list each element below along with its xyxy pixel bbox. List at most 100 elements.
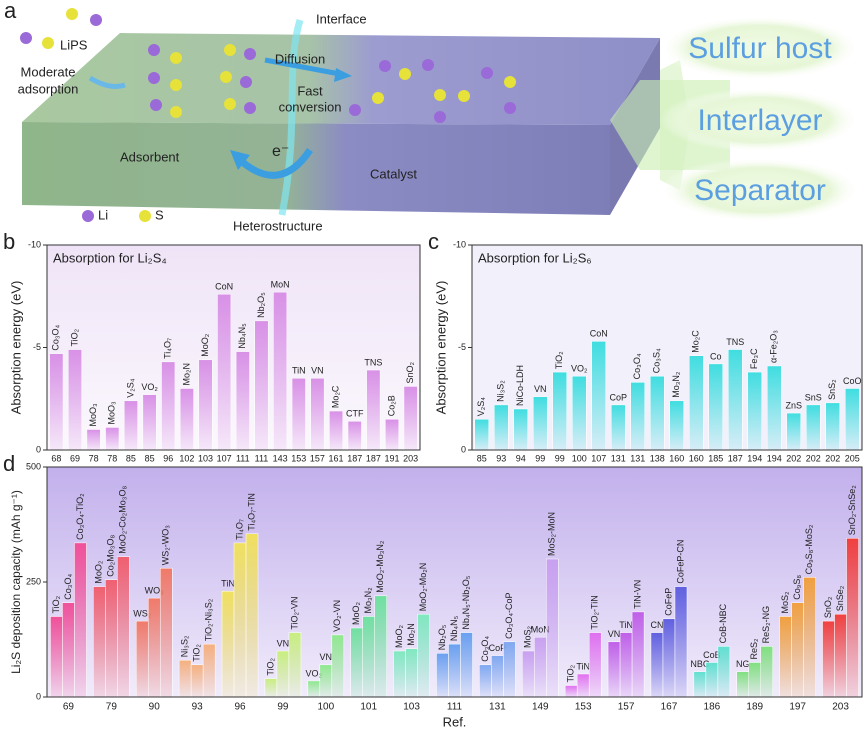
x-tick-label: 69 xyxy=(70,453,80,463)
bar xyxy=(62,602,75,698)
bar xyxy=(522,650,535,698)
bar-label: Ti₄O₇-TiN xyxy=(246,493,256,531)
bar xyxy=(760,646,774,698)
bar-label: MoO₂-Mo₂N xyxy=(418,563,428,612)
target-ellipse xyxy=(660,88,860,152)
x-tick-label: 189 xyxy=(746,702,763,713)
bar xyxy=(564,685,578,698)
x-tick-label: 78 xyxy=(107,453,117,463)
bar xyxy=(630,382,646,451)
bar xyxy=(688,355,704,451)
bar xyxy=(448,643,461,698)
molecules xyxy=(20,8,516,222)
x-tick-label: 131 xyxy=(489,702,506,713)
bar xyxy=(844,388,860,451)
bar xyxy=(50,616,63,698)
x-tick-label: 153 xyxy=(575,702,592,713)
adsorb-arrow xyxy=(88,75,126,89)
bar-label: CoN xyxy=(590,329,608,339)
bar-label: TiO₂ xyxy=(51,595,61,613)
bar xyxy=(846,538,859,698)
bar-label: TNS xyxy=(726,337,744,347)
bar xyxy=(460,632,473,698)
bar-label: VO₂ xyxy=(306,668,323,678)
bar-label: TiN xyxy=(576,661,590,671)
bar-label: MoS₂ xyxy=(523,625,533,648)
bar xyxy=(546,558,559,698)
bar xyxy=(202,643,216,698)
bar xyxy=(748,662,762,698)
bar-label: VO₂ xyxy=(141,382,158,392)
x-tick-label: 111 xyxy=(447,702,463,713)
bar xyxy=(190,664,204,698)
bar xyxy=(534,636,547,698)
x-tick-label: 131 xyxy=(611,453,626,463)
x-tick-label: 96 xyxy=(234,702,246,713)
bar xyxy=(93,586,106,698)
bar xyxy=(362,616,375,698)
y-tick-label: -10 xyxy=(28,239,41,249)
bar-label: ZnS xyxy=(785,400,802,410)
x-tick-label: 111 xyxy=(236,453,250,463)
diffusion-arrow xyxy=(264,57,341,77)
bar-label: Co₃O₄ xyxy=(51,324,61,350)
bar xyxy=(705,662,719,698)
bar xyxy=(717,646,731,698)
x-tick-label: 187 xyxy=(347,453,362,463)
bar xyxy=(198,359,213,451)
x-tick-label: 69 xyxy=(63,702,75,713)
bar-label: Co₃O₄ xyxy=(63,574,73,600)
x-tick-label: 96 xyxy=(163,453,173,463)
bar-label: CoN xyxy=(215,282,233,292)
label: e⁻ xyxy=(272,143,289,160)
x-tick-label: 78 xyxy=(89,453,99,463)
bar xyxy=(736,671,750,698)
y-axis-label: Absorption energy (eV) xyxy=(433,281,448,415)
bar xyxy=(747,371,763,451)
x-tick-label: 160 xyxy=(689,453,704,463)
bar-label: Ti₄O₇ xyxy=(234,519,244,540)
bar xyxy=(178,659,192,698)
label: adsorption xyxy=(18,81,79,96)
bar xyxy=(288,632,302,698)
y-tick-label: 0 xyxy=(461,444,466,454)
bar-label: Nb₂O₅ xyxy=(437,624,447,650)
bar-label: NiCo-LDH xyxy=(515,365,525,406)
x-tick-label: 103 xyxy=(403,702,420,713)
bar-label: VN xyxy=(608,629,621,639)
slab-front xyxy=(22,122,610,215)
x-tick-label: 161 xyxy=(329,453,344,463)
x-tick-label: 202 xyxy=(806,453,821,463)
bar xyxy=(786,412,802,451)
bar xyxy=(86,429,101,451)
x-tick-label: 187 xyxy=(366,453,381,463)
panel-letter: d xyxy=(3,451,15,476)
bar-label: Nb₄N₅ xyxy=(449,615,459,641)
panel-letter: c xyxy=(428,229,439,254)
bar xyxy=(291,378,306,451)
x-tick-label: 101 xyxy=(360,702,377,713)
interface xyxy=(278,18,304,216)
bar-label: SnO₂ xyxy=(823,596,833,618)
bar-label: TiO₂ xyxy=(192,644,202,662)
x-tick-label: 143 xyxy=(273,453,288,463)
bar-label: MoS₂ xyxy=(780,591,790,614)
bar xyxy=(493,404,509,451)
bar xyxy=(221,590,235,698)
bar xyxy=(825,402,841,451)
bar-label: Co₉S₈-MoS₂ xyxy=(804,524,814,574)
bar xyxy=(669,400,685,451)
bar-label: Co₃S₄ xyxy=(652,348,662,373)
bar xyxy=(49,353,64,451)
bar-label: TiN xyxy=(221,579,235,589)
bar-label: TiN xyxy=(619,620,633,630)
bar xyxy=(591,341,607,451)
x-tick-label: 93 xyxy=(192,702,204,713)
x-tick-label: 157 xyxy=(618,702,635,713)
bar-label: Ti₄O₇ xyxy=(163,338,173,359)
x-tick-label: 194 xyxy=(747,453,762,463)
bar-label: ReS₂-NG xyxy=(761,606,771,644)
x-tick-label: 93 xyxy=(496,453,506,463)
x-tick-label: 79 xyxy=(106,702,118,713)
bar xyxy=(576,673,590,698)
